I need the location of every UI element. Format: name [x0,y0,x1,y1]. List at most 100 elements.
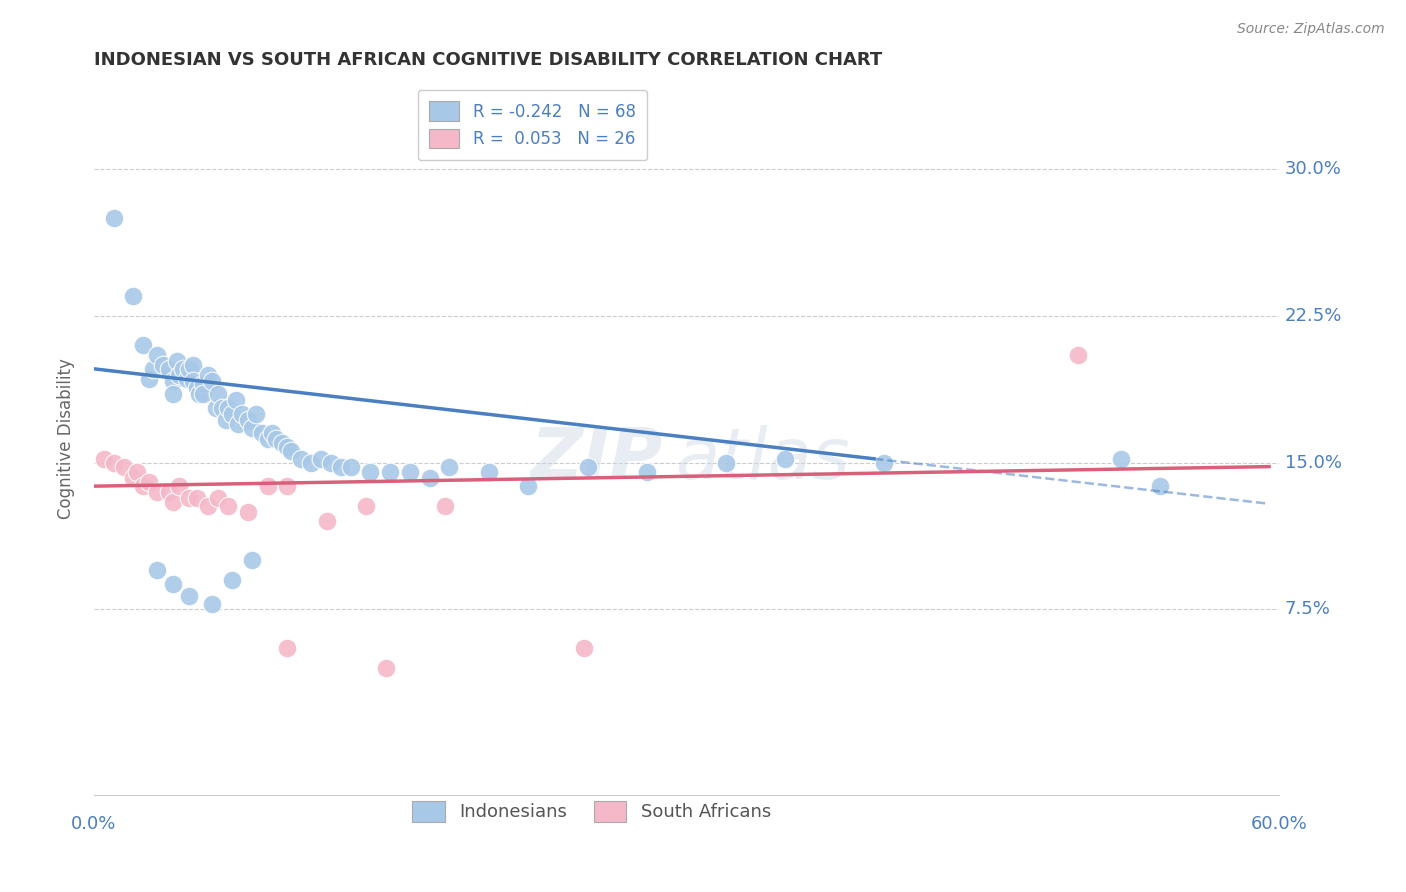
Point [138,371,160,385]
Point [873,456,896,470]
Text: 22.5%: 22.5% [1285,307,1343,325]
Point [103,456,125,470]
Point [572,641,595,656]
Point [221,407,243,421]
Point [309,451,332,466]
Point [146,563,169,577]
Point [186,381,208,395]
Point [276,440,298,454]
Point [240,420,263,434]
Point [122,289,145,303]
Point [276,479,298,493]
Point [93,451,115,466]
Point [359,466,381,480]
Point [264,432,287,446]
Point [157,361,180,376]
Point [215,412,238,426]
Point [270,436,292,450]
Text: 15.0%: 15.0% [1285,454,1341,472]
Point [319,456,342,470]
Point [250,426,273,441]
Point [186,491,208,505]
Point [478,466,501,480]
Point [517,479,540,493]
Point [221,573,243,587]
Point [181,374,204,388]
Point [1109,451,1132,466]
Point [316,514,339,528]
Point [207,387,229,401]
Point [197,499,219,513]
Point [162,495,184,509]
Point [226,417,249,431]
Point [290,451,312,466]
Point [127,466,149,480]
Point [142,361,165,376]
Point [205,401,228,415]
Point [157,485,180,500]
Point [162,374,184,388]
Point [207,491,229,505]
Point [162,577,184,591]
Point [260,426,283,441]
Point [256,479,278,493]
Point [280,444,302,458]
Text: ZIP: ZIP [530,425,662,494]
Point [177,491,200,505]
Point [122,471,145,485]
Point [176,371,198,385]
Point [576,459,599,474]
Point [177,589,200,603]
Y-axis label: Cognitive Disability: Cognitive Disability [58,358,75,518]
Point [773,451,796,466]
Point [191,387,214,401]
Point [231,407,253,421]
Point [375,661,398,675]
Point [1066,348,1088,362]
Point [177,361,200,376]
Point [211,401,233,415]
Point [201,597,224,611]
Point [172,361,194,376]
Text: 0.0%: 0.0% [72,815,117,833]
Point [166,354,188,368]
Point [138,475,160,490]
Point [339,459,361,474]
Point [146,348,169,362]
Point [162,387,184,401]
Point [132,338,155,352]
Point [191,377,214,392]
Text: INDONESIAN VS SOUTH AFRICAN COGNITIVE DISABILITY CORRELATION CHART: INDONESIAN VS SOUTH AFRICAN COGNITIVE DI… [94,51,882,69]
Legend: Indonesians, South Africans: Indonesians, South Africans [405,794,779,829]
Point [419,471,441,485]
Point [439,459,461,474]
Point [399,466,422,480]
Point [329,459,352,474]
Point [112,459,135,474]
Point [167,368,190,382]
Point [636,466,658,480]
Text: 7.5%: 7.5% [1285,600,1330,618]
Point [236,412,259,426]
Text: 30.0%: 30.0% [1285,161,1341,178]
Point [225,393,247,408]
Point [167,479,190,493]
Point [236,505,259,519]
Point [245,407,267,421]
Point [380,466,402,480]
Point [356,499,378,513]
Point [714,456,737,470]
Point [152,358,174,372]
Point [201,374,224,388]
Point [197,368,219,382]
Point [103,211,125,226]
Point [187,387,209,401]
Text: 60.0%: 60.0% [1250,815,1308,833]
Point [276,641,298,656]
Point [299,456,322,470]
Point [240,553,263,567]
Text: atlas: atlas [675,425,849,494]
Point [256,432,278,446]
Point [146,485,169,500]
Point [132,479,155,493]
